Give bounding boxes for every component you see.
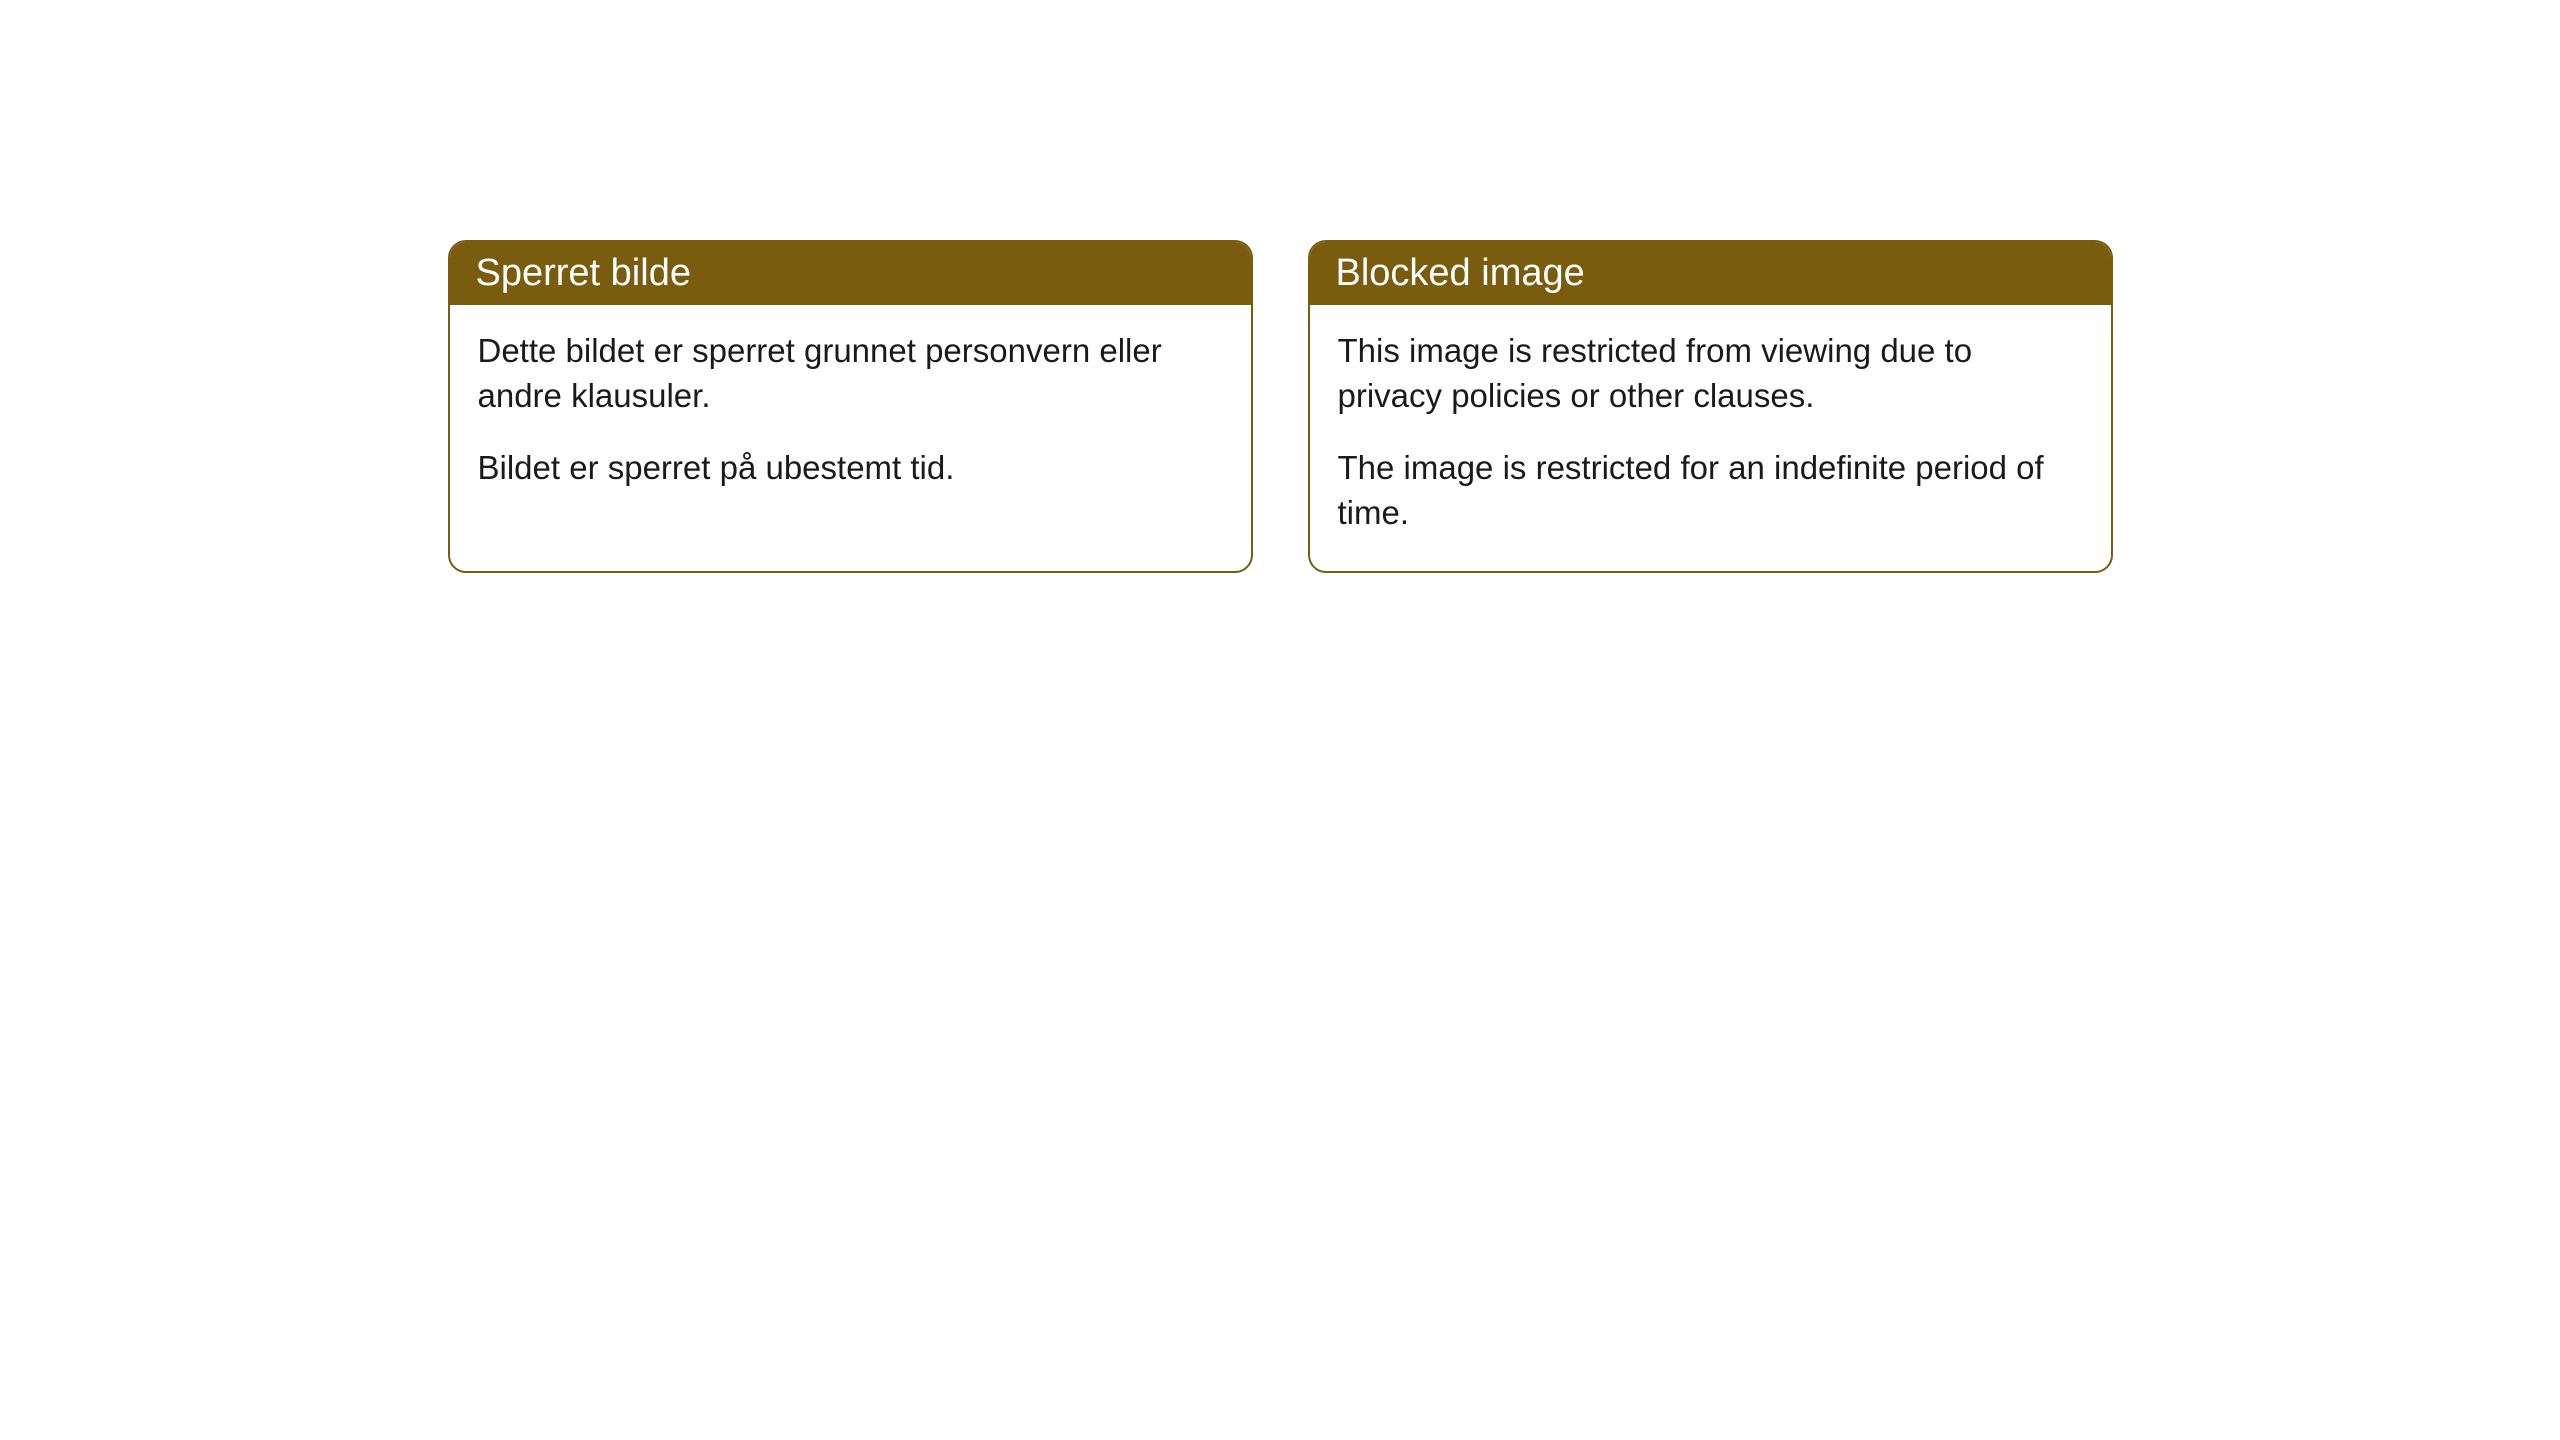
notice-body-english: This image is restricted from viewing du… (1310, 305, 2111, 571)
notice-box-english: Blocked image This image is restricted f… (1308, 240, 2113, 573)
notice-body-norwegian: Dette bildet er sperret grunnet personve… (450, 305, 1251, 527)
notice-text-p1: Dette bildet er sperret grunnet personve… (478, 329, 1223, 418)
notice-text-p1: This image is restricted from viewing du… (1338, 329, 2083, 418)
notice-header-norwegian: Sperret bilde (450, 242, 1251, 305)
notice-header-english: Blocked image (1310, 242, 2111, 305)
notice-text-p2: Bildet er sperret på ubestemt tid. (478, 446, 1223, 491)
notice-text-p2: The image is restricted for an indefinit… (1338, 446, 2083, 535)
notice-box-norwegian: Sperret bilde Dette bildet er sperret gr… (448, 240, 1253, 573)
notice-container: Sperret bilde Dette bildet er sperret gr… (0, 240, 2560, 573)
